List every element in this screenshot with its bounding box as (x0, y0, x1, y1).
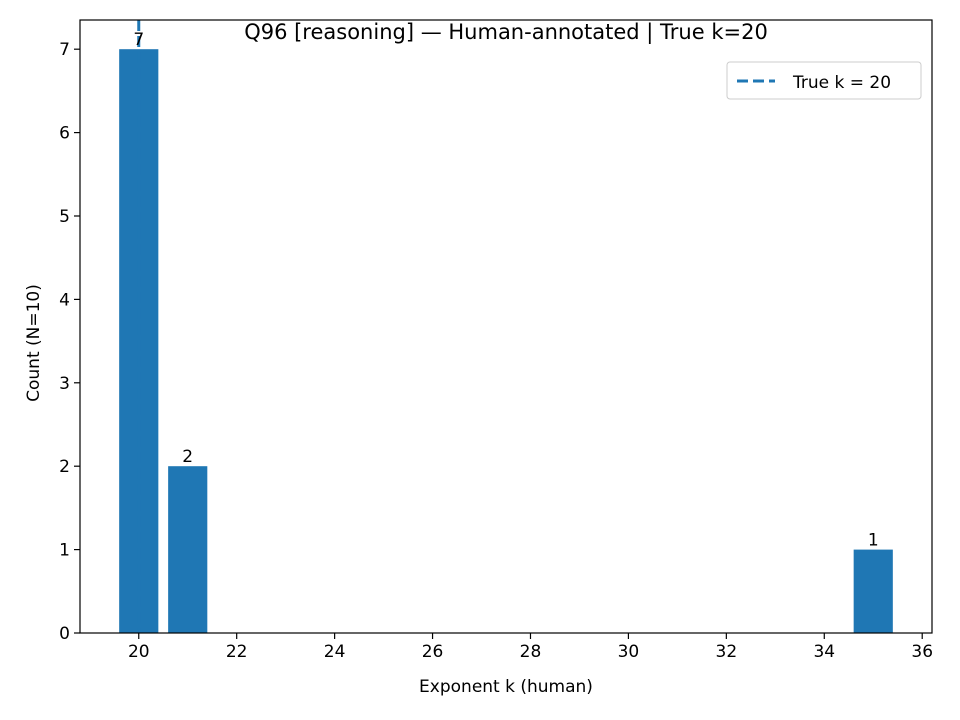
x-tick-label: 24 (324, 642, 346, 662)
legend-box (726, 61, 922, 100)
x-tick-label: 32 (716, 642, 738, 662)
x-tick-label: 34 (813, 642, 835, 662)
y-tick-label: 1 (59, 541, 70, 561)
y-tick-label: 4 (59, 290, 70, 310)
bar-value-label: 7 (133, 30, 144, 50)
x-tick-label: 30 (618, 642, 640, 662)
y-tick-label: 6 (59, 124, 70, 144)
x-tick-label: 26 (422, 642, 444, 662)
bar-value-label: 1 (868, 531, 879, 551)
y-tick-label: 7 (59, 40, 70, 60)
bar-k-35 (853, 549, 893, 633)
x-tick-label: 22 (226, 642, 248, 662)
plot-frame (79, 19, 933, 634)
chart-title: Q96 [reasoning] — Human-annotated | True… (244, 20, 768, 45)
x-tick-label: 20 (128, 642, 150, 662)
y-axis-label: Count (N=10) (24, 284, 44, 402)
y-tick-label: 2 (59, 457, 70, 477)
x-axis: 20 22 24 26 28 30 32 34 36 (128, 633, 933, 662)
x-tick-label: 28 (520, 642, 542, 662)
legend-label: True k = 20 (792, 73, 891, 93)
y-tick-label: 3 (59, 374, 70, 394)
x-tick-label: 36 (911, 642, 933, 662)
bar-value-label: 2 (182, 447, 193, 467)
plot-area: 7 2 1 (119, 20, 893, 633)
bar-k-21 (168, 466, 208, 633)
y-tick-label: 5 (59, 207, 70, 227)
y-tick-label: 0 (59, 624, 70, 644)
y-axis: 0 1 2 3 4 5 6 7 (59, 40, 80, 644)
x-axis-label: Exponent k (human) (419, 677, 593, 697)
legend: True k = 20 (726, 61, 922, 100)
